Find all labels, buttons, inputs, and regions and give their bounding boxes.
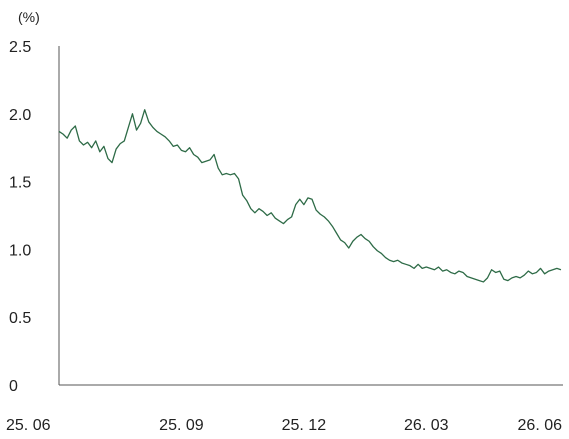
series-line <box>58 109 562 283</box>
y-tick-label: 1.0 <box>9 242 31 259</box>
y-tick-label: 0 <box>9 378 18 395</box>
y-tick-label: 2.0 <box>9 107 31 124</box>
series-lines <box>58 109 562 283</box>
y-axis: 0 0.5 1.0 1.5 2.0 2.5 <box>9 39 60 395</box>
x-axis: 25. 06 25. 09 25. 12 26. 03 26. 06 <box>6 384 563 434</box>
y-tick-label: 1.5 <box>9 175 31 192</box>
y-tick-label: 0.5 <box>9 310 31 327</box>
x-tick-label: 26. 06 <box>518 417 563 434</box>
y-tick-label: 2.5 <box>9 39 31 56</box>
x-tick-label: 25. 09 <box>159 417 204 434</box>
x-tick-label: 25. 06 <box>6 417 51 434</box>
y-unit-label: (%) <box>18 9 40 25</box>
x-tick-label: 25. 12 <box>282 417 327 434</box>
x-tick-label: 26. 03 <box>404 417 449 434</box>
